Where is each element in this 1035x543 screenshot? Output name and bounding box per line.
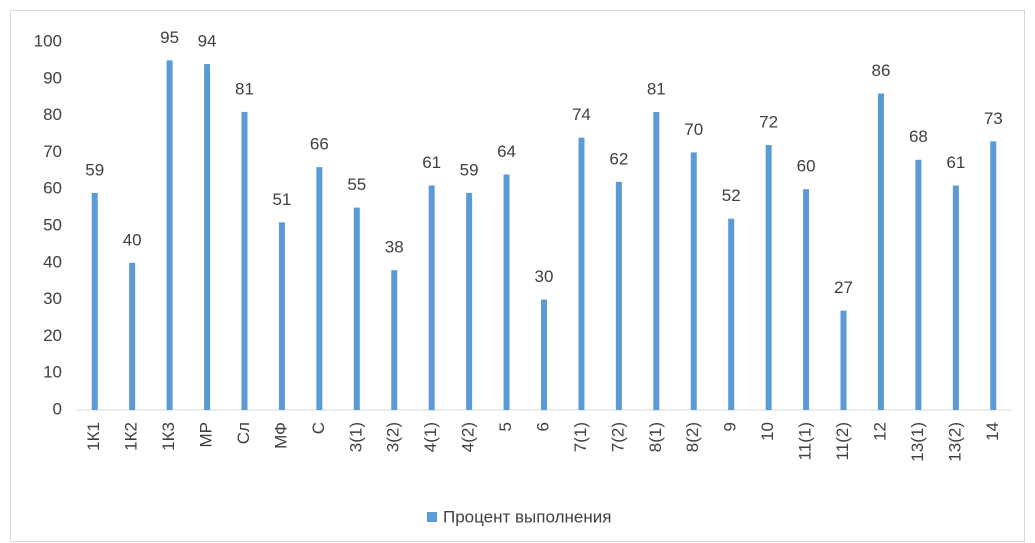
bar [129, 262, 136, 410]
data-label: 55 [347, 175, 366, 194]
bar [428, 185, 435, 410]
data-label: 81 [235, 79, 254, 98]
bar [391, 270, 398, 410]
legend-label: Процент выполнения [443, 507, 611, 526]
data-label: 70 [684, 120, 703, 139]
x-tick-label: МР [197, 422, 216, 448]
bar [765, 145, 772, 411]
x-tick-label: 11(2) [833, 422, 852, 460]
bar [803, 189, 810, 410]
x-tick-label: 12 [870, 422, 889, 441]
x-tick-label: 7(2) [608, 422, 627, 452]
y-tick-label: 90 [43, 68, 62, 87]
bar [503, 174, 510, 410]
x-tick-label: 8(1) [646, 422, 665, 452]
data-label: 86 [871, 61, 890, 80]
data-label: 59 [460, 160, 479, 179]
y-tick-label: 40 [43, 252, 62, 271]
x-tick-label: 1К2 [122, 422, 141, 451]
x-tick-label: 4(2) [459, 422, 478, 452]
x-tick-label: 7(1) [571, 422, 590, 452]
data-label: 72 [759, 113, 778, 132]
bar [653, 111, 660, 411]
y-tick-label: 100 [34, 31, 62, 50]
data-label: 95 [160, 28, 179, 47]
data-label: 74 [572, 105, 591, 124]
bar [241, 111, 248, 411]
data-label: 81 [647, 79, 666, 98]
x-tick-label: Сл [234, 422, 253, 444]
x-tick-label: 13(1) [908, 422, 927, 462]
data-label: 60 [797, 157, 816, 176]
y-tick-label: 20 [43, 326, 62, 345]
x-tick-label: 14 [983, 422, 1002, 441]
y-tick-label: 10 [43, 363, 62, 382]
bar [840, 310, 847, 410]
data-label: 38 [385, 238, 404, 257]
data-label: 61 [946, 153, 965, 172]
data-label: 27 [834, 278, 853, 297]
data-label: 40 [123, 230, 142, 249]
x-tick-label: 4(1) [421, 422, 440, 452]
data-label: 73 [984, 109, 1003, 128]
bar [578, 137, 585, 410]
y-tick-label: 50 [43, 215, 62, 234]
data-label: 94 [198, 32, 217, 51]
chart-frame [10, 10, 1025, 542]
bar [990, 141, 997, 411]
bar [166, 60, 173, 411]
y-tick-label: 30 [43, 289, 62, 308]
bar [278, 222, 285, 410]
y-tick-label: 70 [43, 142, 62, 161]
x-tick-label: 1К3 [159, 422, 178, 451]
bar [952, 185, 959, 410]
y-tick-label: 0 [53, 399, 62, 418]
x-tick-label: МФ [271, 422, 290, 449]
x-tick-label: 9 [721, 422, 740, 431]
bar [466, 192, 473, 410]
x-tick-label: 6 [533, 422, 552, 431]
bar [204, 64, 211, 410]
data-label: 68 [909, 127, 928, 146]
bar [353, 207, 360, 410]
bar [541, 299, 547, 410]
x-tick-label: С [309, 422, 328, 434]
y-tick-label: 60 [43, 179, 62, 198]
x-tick-label: 5 [496, 422, 515, 431]
bar [91, 192, 98, 410]
data-label: 61 [422, 153, 441, 172]
bar [915, 159, 922, 410]
bar [615, 181, 622, 410]
data-label: 59 [85, 160, 104, 179]
x-tick-label: 1К1 [84, 422, 103, 451]
x-tick-label: 11(1) [796, 422, 815, 460]
data-label: 51 [272, 190, 291, 209]
data-label: 62 [609, 149, 628, 168]
data-label: 52 [722, 186, 741, 205]
legend-swatch [427, 512, 437, 522]
bar [690, 152, 697, 410]
x-tick-label: 10 [758, 422, 777, 441]
x-tick-label: 3(1) [346, 422, 365, 452]
x-tick-label: 3(2) [384, 422, 403, 452]
bar [877, 93, 884, 411]
data-label: 66 [310, 135, 329, 154]
data-label: 30 [535, 267, 554, 286]
x-tick-label: 13(2) [945, 422, 964, 462]
y-tick-label: 80 [43, 105, 62, 124]
bar [316, 167, 323, 410]
data-label: 64 [497, 142, 516, 161]
bar [728, 218, 735, 410]
x-tick-label: 8(2) [683, 422, 702, 452]
